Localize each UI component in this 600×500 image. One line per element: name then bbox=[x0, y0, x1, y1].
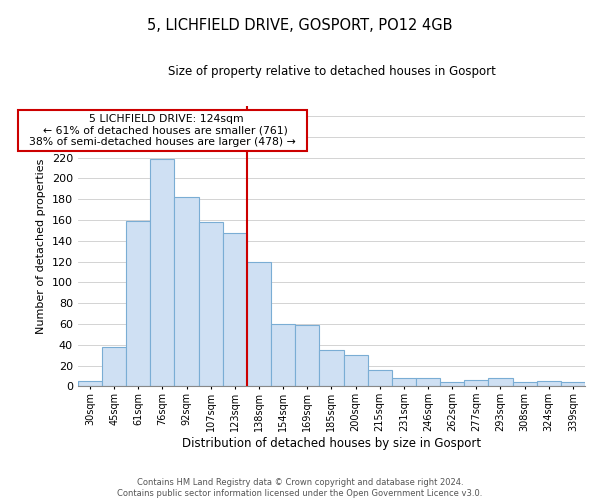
Bar bbox=[344, 355, 368, 386]
Bar bbox=[319, 350, 344, 387]
Bar bbox=[78, 381, 102, 386]
Bar bbox=[247, 262, 271, 386]
Bar bbox=[295, 325, 319, 386]
Bar bbox=[126, 221, 151, 386]
Bar bbox=[151, 158, 175, 386]
Bar bbox=[537, 381, 561, 386]
X-axis label: Distribution of detached houses by size in Gosport: Distribution of detached houses by size … bbox=[182, 437, 481, 450]
Text: Contains HM Land Registry data © Crown copyright and database right 2024.
Contai: Contains HM Land Registry data © Crown c… bbox=[118, 478, 482, 498]
Text: 5, LICHFIELD DRIVE, GOSPORT, PO12 4GB: 5, LICHFIELD DRIVE, GOSPORT, PO12 4GB bbox=[147, 18, 453, 32]
Y-axis label: Number of detached properties: Number of detached properties bbox=[36, 158, 46, 334]
Bar bbox=[102, 347, 126, 387]
Text: 5 LICHFIELD DRIVE: 124sqm
  ← 61% of detached houses are smaller (761)
  38% of : 5 LICHFIELD DRIVE: 124sqm ← 61% of detac… bbox=[22, 114, 303, 147]
Bar bbox=[368, 370, 392, 386]
Bar bbox=[440, 382, 464, 386]
Title: Size of property relative to detached houses in Gosport: Size of property relative to detached ho… bbox=[167, 65, 496, 78]
Bar bbox=[561, 382, 585, 386]
Bar bbox=[271, 324, 295, 386]
Bar bbox=[199, 222, 223, 386]
Bar bbox=[223, 234, 247, 386]
Bar bbox=[512, 382, 537, 386]
Bar bbox=[175, 197, 199, 386]
Bar bbox=[416, 378, 440, 386]
Bar bbox=[488, 378, 512, 386]
Bar bbox=[464, 380, 488, 386]
Bar bbox=[392, 378, 416, 386]
